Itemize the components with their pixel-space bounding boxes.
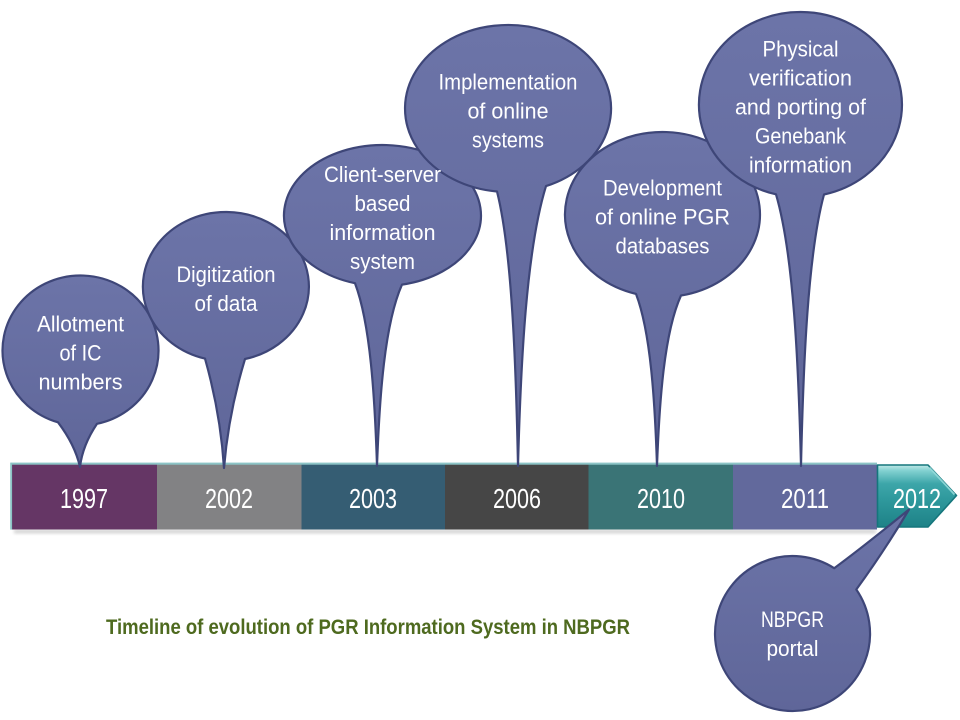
svg-text:Genebank: Genebank — [755, 124, 847, 149]
svg-text:and porting of: and porting of — [735, 95, 867, 120]
svg-text:numbers: numbers — [39, 370, 123, 395]
svg-text:2012: 2012 — [893, 483, 941, 514]
svg-text:Implementation: Implementation — [439, 70, 578, 95]
svg-text:1997: 1997 — [60, 483, 108, 514]
svg-text:2002: 2002 — [205, 483, 253, 514]
svg-text:of online PGR: of online PGR — [595, 205, 730, 230]
svg-text:of IC: of IC — [60, 341, 102, 366]
svg-text:of online: of online — [468, 99, 549, 124]
svg-text:Physical: Physical — [763, 37, 839, 62]
svg-text:2003: 2003 — [349, 483, 397, 514]
svg-text:verification: verification — [749, 66, 852, 91]
svg-text:portal: portal — [767, 636, 819, 661]
svg-text:2006: 2006 — [493, 483, 541, 514]
svg-text:of data: of data — [195, 291, 259, 316]
svg-text:Allotment: Allotment — [37, 312, 124, 337]
svg-text:Client-server: Client-server — [324, 162, 441, 187]
svg-text:systems: systems — [472, 128, 544, 153]
svg-text:Development: Development — [603, 176, 722, 201]
svg-text:information: information — [749, 153, 852, 178]
svg-text:2010: 2010 — [637, 483, 685, 514]
svg-text:system: system — [350, 249, 415, 274]
svg-text:Timeline of evolution of PGR I: Timeline of evolution of PGR Information… — [106, 616, 630, 639]
svg-text:databases: databases — [616, 234, 710, 259]
svg-text:2011: 2011 — [781, 483, 829, 514]
svg-text:NBPGR: NBPGR — [761, 607, 824, 632]
svg-text:based: based — [355, 191, 411, 216]
svg-text:Digitization: Digitization — [177, 262, 276, 287]
svg-text:information: information — [330, 220, 436, 245]
